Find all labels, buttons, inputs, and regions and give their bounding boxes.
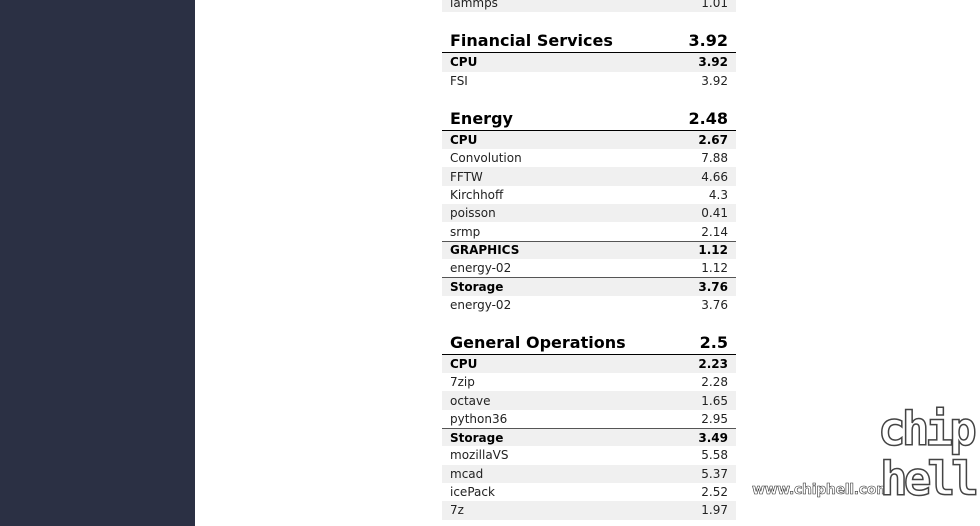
result-row: energy-02 1.12 [442,259,736,277]
result-row: srmp 2.14 [442,222,736,240]
result-row: Convolution 7.88 [442,149,736,167]
row-score: 3.92 [701,73,728,88]
row-name: octave [450,393,491,408]
section-title: Energy [450,108,513,128]
group-row: CPU 3.92 [442,53,736,72]
result-row: python36 2.95 [442,410,736,428]
row-score: 1.97 [701,503,728,518]
row-name: Kirchhoff [450,187,504,202]
row-score: 1.12 [698,243,728,258]
row-score: 4.3 [708,187,728,202]
watermark-logo: chip [877,401,977,457]
row-score: 5.58 [701,448,728,463]
row-name: python36 [450,411,508,426]
group-row: Storage 3.49 [442,428,736,447]
row-score: 5.37 [701,466,728,481]
result-row: Kirchhoff 4.3 [442,186,736,204]
row-name: poisson [450,206,496,221]
result-row: FSI 3.92 [442,72,736,90]
result-row: energy-02 3.76 [442,296,736,314]
row-score: 1.65 [701,393,728,408]
row-score: 7.88 [701,151,728,166]
row-score: 4.66 [701,169,728,184]
row-score: 2.23 [698,357,728,371]
result-row: poisson 0.41 [442,204,736,223]
row-score: 2.67 [698,133,728,148]
result-row: octave 1.65 [442,391,736,410]
row-name: FSI [450,73,468,88]
section-score: 2.5 [699,332,728,352]
row-name: energy-02 [450,261,512,276]
row-name: energy-02 [450,297,512,312]
row-score: 2.95 [701,411,728,426]
row-score: 1.01 [701,0,728,11]
row-score: 0.41 [701,206,728,221]
row-score: 2.52 [701,485,728,500]
section-title: Financial Services [450,31,613,51]
result-row: mcad 5.37 [442,464,736,483]
row-name: CPU [450,357,478,371]
row-name: GRAPHICS [450,243,520,258]
result-row: 7zip 2.28 [442,373,736,391]
result-row: mozillaVS 5.58 [442,446,736,464]
section-header: Energy 2.48 [442,108,736,131]
row-name: CPU [450,133,478,148]
row-name: lammps [450,0,498,11]
row-name: mozillaVS [450,448,509,463]
group-row: GRAPHICS 1.12 [442,240,736,259]
row-name: FFTW [450,169,483,184]
row-score: 3.92 [698,55,728,70]
section-title: General Operations [450,332,626,352]
row-score: 3.49 [698,430,728,445]
group-row: CPU 2.23 [442,354,736,374]
section-header: General Operations 2.5 [442,332,736,355]
result-row: lammps 1.01 [442,0,736,13]
row-name: Storage [450,279,504,294]
section-score: 2.48 [688,108,728,128]
section-header: Financial Services 3.92 [442,30,736,54]
row-name: srmp [450,224,481,239]
section-score: 3.92 [688,31,728,51]
row-name: 7z [450,503,464,518]
row-name: mcad [450,466,484,481]
row-score: 2.14 [701,224,728,239]
group-row: Storage 3.76 [442,277,736,296]
row-name: CPU [450,55,478,70]
row-name: Convolution [450,151,522,166]
results-column: lammps 1.01 Financial Services 3.92 CPU 3.92 F… [442,0,736,520]
result-row: icePack 2.52 [442,483,736,501]
result-row: 7z 1.97 [442,501,736,520]
row-score: 1.12 [701,261,728,276]
sidebar [0,0,195,526]
row-score: 3.76 [698,279,728,294]
row-score: 3.76 [701,297,728,312]
watermark-logo: hell [879,451,979,507]
row-name: Storage [450,430,504,445]
row-name: 7zip [450,375,475,390]
row-score: 2.28 [701,375,728,390]
group-row: CPU 2.67 [442,130,736,150]
result-row: FFTW 4.66 [442,167,736,186]
row-name: icePack [450,485,495,500]
watermark-url: www.chiphell.com [752,482,891,499]
